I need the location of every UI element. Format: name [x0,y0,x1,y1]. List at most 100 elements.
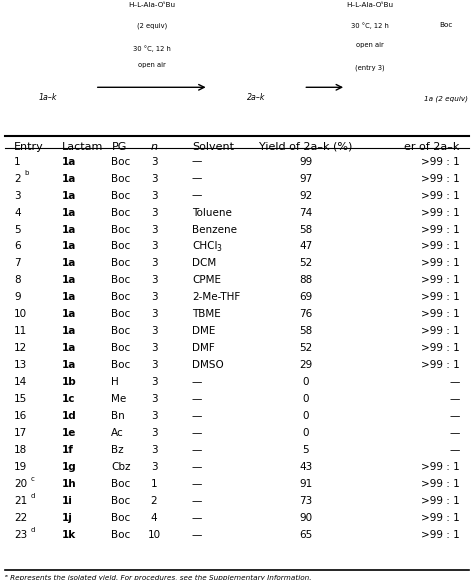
Text: 7: 7 [14,259,21,269]
Text: 74: 74 [299,208,312,218]
Text: H–L-Ala-OᵗBu: H–L-Ala-OᵗBu [346,2,393,9]
Text: 3: 3 [151,327,157,336]
Text: 1a–k: 1a–k [38,93,56,102]
Text: Benzene: Benzene [192,224,237,234]
Text: CPME: CPME [192,276,221,285]
Text: 1: 1 [14,157,21,166]
Text: 3: 3 [151,276,157,285]
Text: >99 : 1: >99 : 1 [421,462,460,472]
Text: —: — [192,191,202,201]
Text: 1c: 1c [62,394,75,404]
Text: PG: PG [111,142,127,151]
Text: 0: 0 [302,428,309,438]
Text: 3: 3 [151,292,157,302]
Text: 30 °C, 12 h: 30 °C, 12 h [133,45,171,52]
Text: 1g: 1g [62,462,76,472]
Text: 52: 52 [299,259,312,269]
Text: Boc: Boc [111,327,131,336]
Text: 14: 14 [14,378,27,387]
Text: 3: 3 [151,208,157,218]
Text: c: c [30,476,34,481]
Text: 10: 10 [147,530,161,540]
Text: 3: 3 [14,191,21,201]
Text: H: H [111,378,119,387]
Text: 4: 4 [14,208,21,218]
Text: 3: 3 [151,445,157,455]
Text: 12: 12 [14,343,27,353]
Text: —: — [192,513,202,523]
Text: TBME: TBME [192,309,221,320]
Text: Boc: Boc [111,276,131,285]
Text: 3: 3 [217,244,221,253]
Text: —: — [449,394,460,404]
Text: 52: 52 [299,343,312,353]
Text: 3: 3 [151,360,157,371]
Text: 90: 90 [299,513,312,523]
Text: >99 : 1: >99 : 1 [421,496,460,506]
Text: >99 : 1: >99 : 1 [421,513,460,523]
Text: >99 : 1: >99 : 1 [421,309,460,320]
Text: 92: 92 [299,191,312,201]
Text: 3: 3 [151,224,157,234]
Text: 1a: 1a [62,157,76,166]
Text: 2-Me-THF: 2-Me-THF [192,292,240,302]
Text: Cbz: Cbz [111,462,131,472]
Text: 1b: 1b [62,378,76,387]
Text: >99 : 1: >99 : 1 [421,241,460,252]
Text: 17: 17 [14,428,27,438]
Text: 5: 5 [14,224,21,234]
Text: Toluene: Toluene [192,208,232,218]
Text: —: — [192,173,202,183]
Text: 5: 5 [302,445,309,455]
Text: 13: 13 [14,360,27,371]
Text: 3: 3 [151,309,157,320]
Text: 58: 58 [299,327,312,336]
Text: —: — [192,428,202,438]
Text: 1k: 1k [62,530,76,540]
Text: Boc: Boc [111,191,131,201]
Text: —: — [449,378,460,387]
Text: —: — [449,411,460,421]
Text: 1a: 1a [62,292,76,302]
Text: —: — [192,445,202,455]
Text: 76: 76 [299,309,312,320]
Text: 1a: 1a [62,276,76,285]
Text: 2a–k: 2a–k [247,93,265,102]
Text: (2 equiv): (2 equiv) [137,23,167,29]
Text: DME: DME [192,327,215,336]
Text: 3: 3 [151,462,157,472]
Text: —: — [192,378,202,387]
Text: 22: 22 [14,513,27,523]
Text: 21: 21 [14,496,27,506]
Text: d: d [30,492,35,499]
Text: —: — [192,157,202,166]
Text: >99 : 1: >99 : 1 [421,157,460,166]
Text: —: — [192,462,202,472]
Text: DCM: DCM [192,259,216,269]
Text: Lactam: Lactam [62,142,103,151]
Text: Boc: Boc [439,23,452,28]
Text: 1j: 1j [62,513,73,523]
Text: 0: 0 [302,378,309,387]
Text: —: — [192,411,202,421]
Text: >99 : 1: >99 : 1 [421,173,460,183]
Text: 47: 47 [299,241,312,252]
Text: 2: 2 [14,173,21,183]
Text: 3: 3 [151,411,157,421]
Text: Me: Me [111,394,127,404]
Text: DMF: DMF [192,343,215,353]
Text: 9: 9 [14,292,21,302]
Text: 1f: 1f [62,445,73,455]
Text: ᵃ Represents the isolated yield. For procedures, see the Supplementary Informati: ᵃ Represents the isolated yield. For pro… [5,575,311,580]
Text: 0: 0 [302,394,309,404]
Text: Boc: Boc [111,241,131,252]
Text: Ac: Ac [111,428,124,438]
Text: Boc: Boc [111,224,131,234]
Text: Boc: Boc [111,479,131,490]
Text: —: — [192,496,202,506]
Text: Boc: Boc [111,513,131,523]
Text: 3: 3 [151,428,157,438]
Text: 29: 29 [299,360,312,371]
Text: 11: 11 [14,327,27,336]
Text: 88: 88 [299,276,312,285]
